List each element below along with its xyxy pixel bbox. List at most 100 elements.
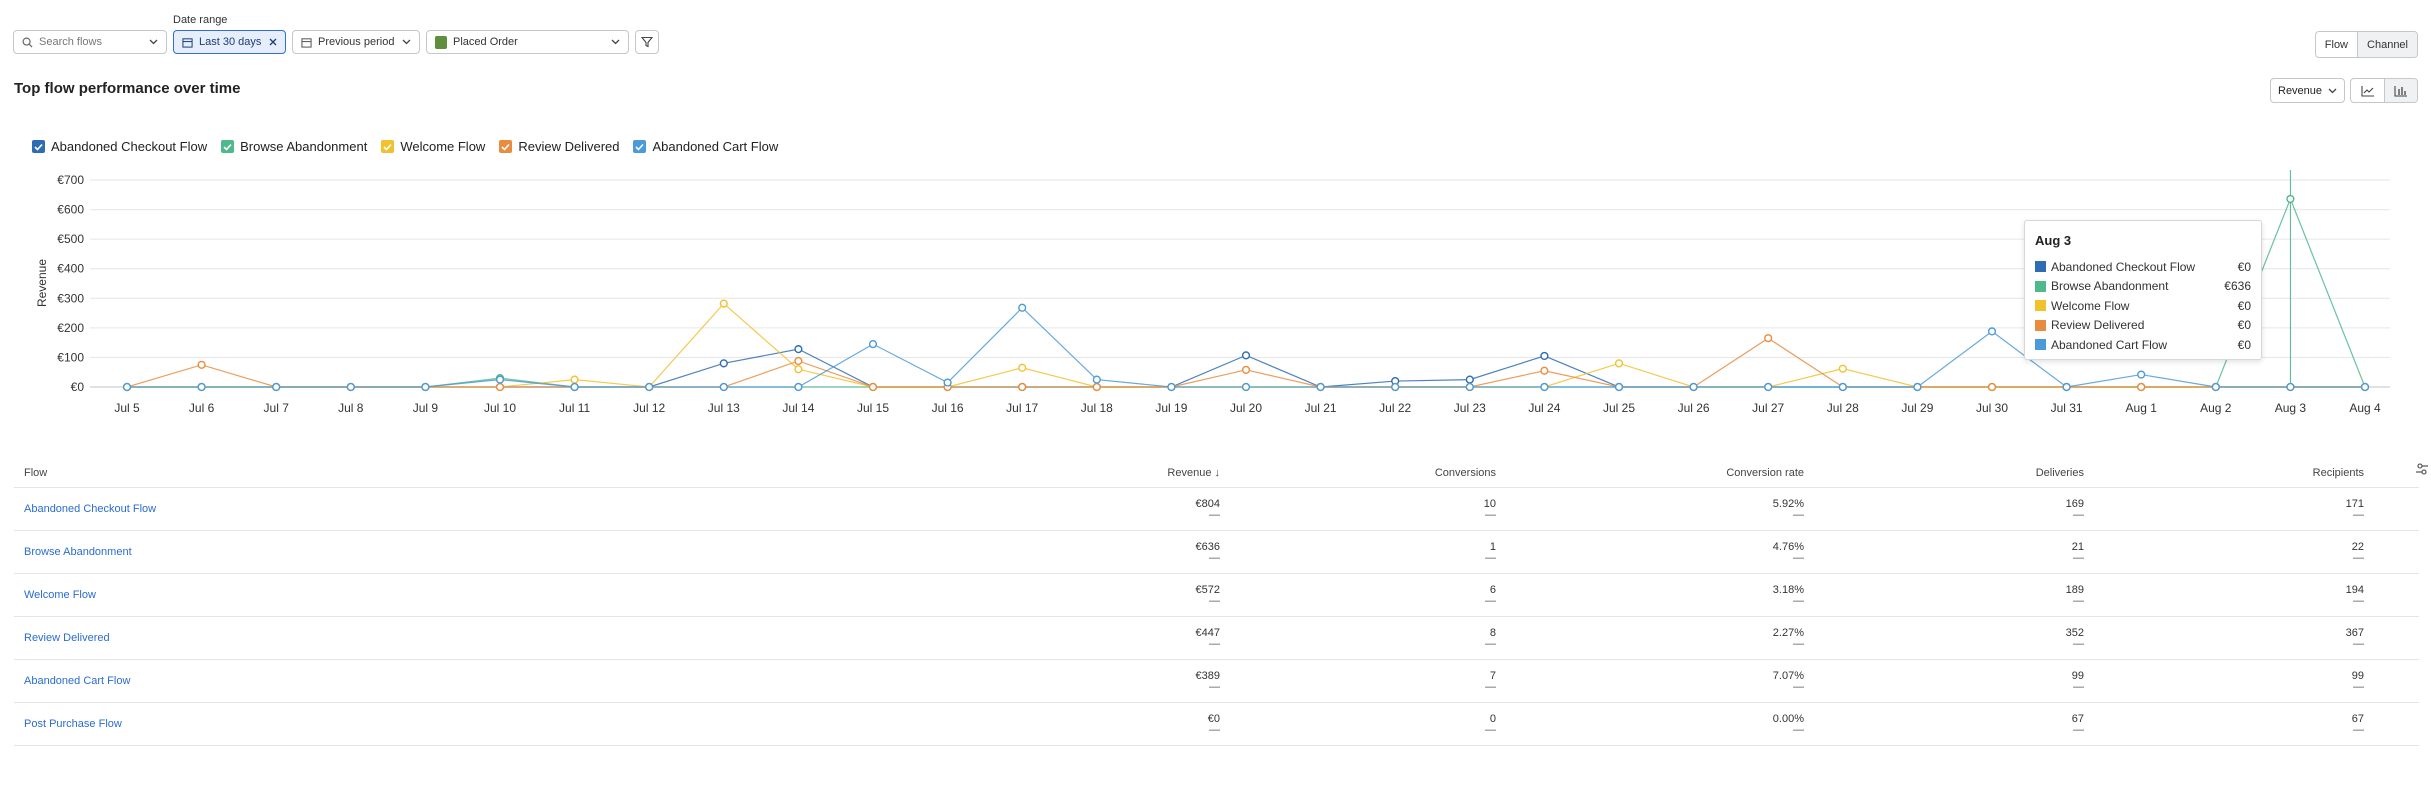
checkbox-icon[interactable] xyxy=(32,140,45,153)
tooltip-row: Browse Abandonment €636 xyxy=(2035,277,2251,297)
y-tick-label: €600 xyxy=(57,203,84,217)
data-point xyxy=(1316,382,1325,392)
cell-conversions: 1— xyxy=(1222,531,1498,573)
checkbox-icon[interactable] xyxy=(221,140,235,153)
legend-item[interactable]: Browse Abandonment xyxy=(221,139,367,154)
calendar-icon xyxy=(301,37,312,48)
data-point xyxy=(1838,364,1847,373)
bar-chart-button[interactable] xyxy=(2384,79,2417,102)
x-tick-label: Jul 25 xyxy=(1603,401,1635,415)
data-point xyxy=(1614,382,1624,392)
filter-icon xyxy=(641,36,653,48)
data-point xyxy=(645,382,654,392)
cell-conversions: 10— xyxy=(1222,488,1498,530)
cell-value: 194 xyxy=(2345,583,2364,596)
x-tick-label: Jul 13 xyxy=(708,401,740,415)
search-flows-select[interactable]: Search flows xyxy=(13,30,167,54)
header-revenue[interactable]: Revenue ↓ xyxy=(1167,466,1220,479)
flow-name-link[interactable]: Review Delivered xyxy=(24,632,110,644)
metric-select[interactable]: Revenue xyxy=(2270,78,2345,103)
flow-name-link[interactable]: Post Purchase Flow xyxy=(24,718,122,730)
header-conversion-rate[interactable]: Conversion rate xyxy=(1726,466,1804,479)
cell-value: 352 xyxy=(2065,626,2084,639)
chart-type-toggle xyxy=(2350,78,2418,103)
comparison-dash: — xyxy=(2353,594,2364,607)
tooltip-row: Review Delivered €0 xyxy=(2035,316,2251,336)
cell-value: 99 xyxy=(2351,669,2364,682)
revenue-line-chart: €0 €100 €200 €300 €400 €500 €600 €700 Revenue Jul… xyxy=(35,170,2390,415)
clear-date-range-icon[interactable] xyxy=(269,38,277,46)
flow-name-link[interactable]: Browse Abandonment xyxy=(24,546,132,558)
data-point xyxy=(1987,382,1997,392)
data-point xyxy=(346,382,355,392)
conversion-metric-select[interactable]: Placed Order xyxy=(426,30,629,54)
search-icon xyxy=(22,37,33,48)
cell-conversions: 7— xyxy=(1222,660,1498,702)
checkbox-icon[interactable] xyxy=(499,140,513,153)
flow-name-link[interactable]: Welcome Flow xyxy=(24,589,96,601)
data-point xyxy=(1540,366,1549,375)
cell-value: 0 xyxy=(1489,712,1496,725)
date-range-group: Date range Last 30 days xyxy=(173,14,286,54)
cell-revenue: €804— xyxy=(574,488,1222,530)
checkbox-icon[interactable] xyxy=(381,140,395,153)
comparison-dash: — xyxy=(2073,551,2084,564)
comparison-dash: — xyxy=(2073,637,2084,650)
legend-item[interactable]: Review Delivered xyxy=(499,139,619,154)
cell-value: 7 xyxy=(1489,669,1496,682)
data-point xyxy=(1913,382,1922,392)
line-chart-button[interactable] xyxy=(2351,79,2384,102)
x-tick-label: Jul 24 xyxy=(1528,401,1560,415)
comparison-period-select[interactable]: Previous period xyxy=(292,30,420,54)
header-recipients[interactable]: Recipients xyxy=(2312,466,2364,479)
cell-recipients: 67— xyxy=(2086,703,2366,745)
cell-recipients: 194— xyxy=(2086,574,2366,616)
cell-value: €572 xyxy=(1195,583,1220,596)
flow-view-button[interactable]: Flow xyxy=(2324,38,2349,51)
filter-button[interactable] xyxy=(635,30,659,54)
cell-value: €0 xyxy=(1207,712,1220,725)
x-tick-label: Jul 16 xyxy=(932,401,964,415)
data-point xyxy=(1018,382,1027,392)
header-flow[interactable]: Flow xyxy=(24,466,48,479)
data-point xyxy=(2360,382,2370,392)
header-conversions[interactable]: Conversions xyxy=(1434,466,1496,479)
cell-value: 4.76% xyxy=(1772,540,1804,553)
data-point xyxy=(719,359,728,368)
legend-label: Abandoned Checkout Flow xyxy=(51,139,208,154)
data-point xyxy=(197,382,206,392)
column-settings-icon[interactable] xyxy=(2415,462,2429,479)
legend-item[interactable]: Welcome Flow xyxy=(381,139,485,154)
x-tick-label: Jul 15 xyxy=(857,401,889,415)
flow-name-link[interactable]: Abandoned Checkout Flow xyxy=(24,503,157,515)
x-tick-label: Jul 30 xyxy=(1976,401,2008,415)
legend-item[interactable]: Abandoned Checkout Flow xyxy=(32,139,207,154)
chevron-down-icon xyxy=(2328,88,2337,94)
cell-conversions: 8— xyxy=(1222,617,1498,659)
cell-deliveries: 189— xyxy=(1806,574,2086,616)
flow-name-link[interactable]: Abandoned Cart Flow xyxy=(24,675,131,687)
cell-value: 171 xyxy=(2345,497,2364,510)
x-tick-label: Jul 5 xyxy=(114,401,140,415)
cell-value: 21 xyxy=(2071,540,2084,553)
data-point xyxy=(1241,365,1251,374)
header-deliveries[interactable]: Deliveries xyxy=(2035,466,2084,479)
date-range-select[interactable]: Last 30 days xyxy=(173,30,286,54)
checkbox-icon[interactable] xyxy=(633,140,647,153)
data-point xyxy=(197,360,206,369)
data-point xyxy=(1092,375,1101,384)
comparison-dash: — xyxy=(1485,594,1496,607)
x-tick-label: Jul 22 xyxy=(1379,401,1411,415)
comparison-dash: — xyxy=(2073,723,2084,736)
tooltip-series-label: Abandoned Cart Flow xyxy=(2051,337,2168,352)
legend-item[interactable]: Abandoned Cart Flow xyxy=(633,139,778,154)
table-row: Browse Abandonment €636—1—4.76% —21—22— xyxy=(14,531,2419,574)
data-point xyxy=(122,382,132,392)
cell-deliveries: 169— xyxy=(1806,488,2086,530)
comparison-dash: — xyxy=(2353,723,2364,736)
cell-conversion-rate: 7.07% — xyxy=(1498,660,1806,702)
tooltip-series-label: Review Delivered xyxy=(2051,318,2145,333)
data-point xyxy=(2286,382,2295,392)
series-swatch xyxy=(2035,280,2046,292)
channel-view-button[interactable]: Channel xyxy=(2357,32,2417,57)
